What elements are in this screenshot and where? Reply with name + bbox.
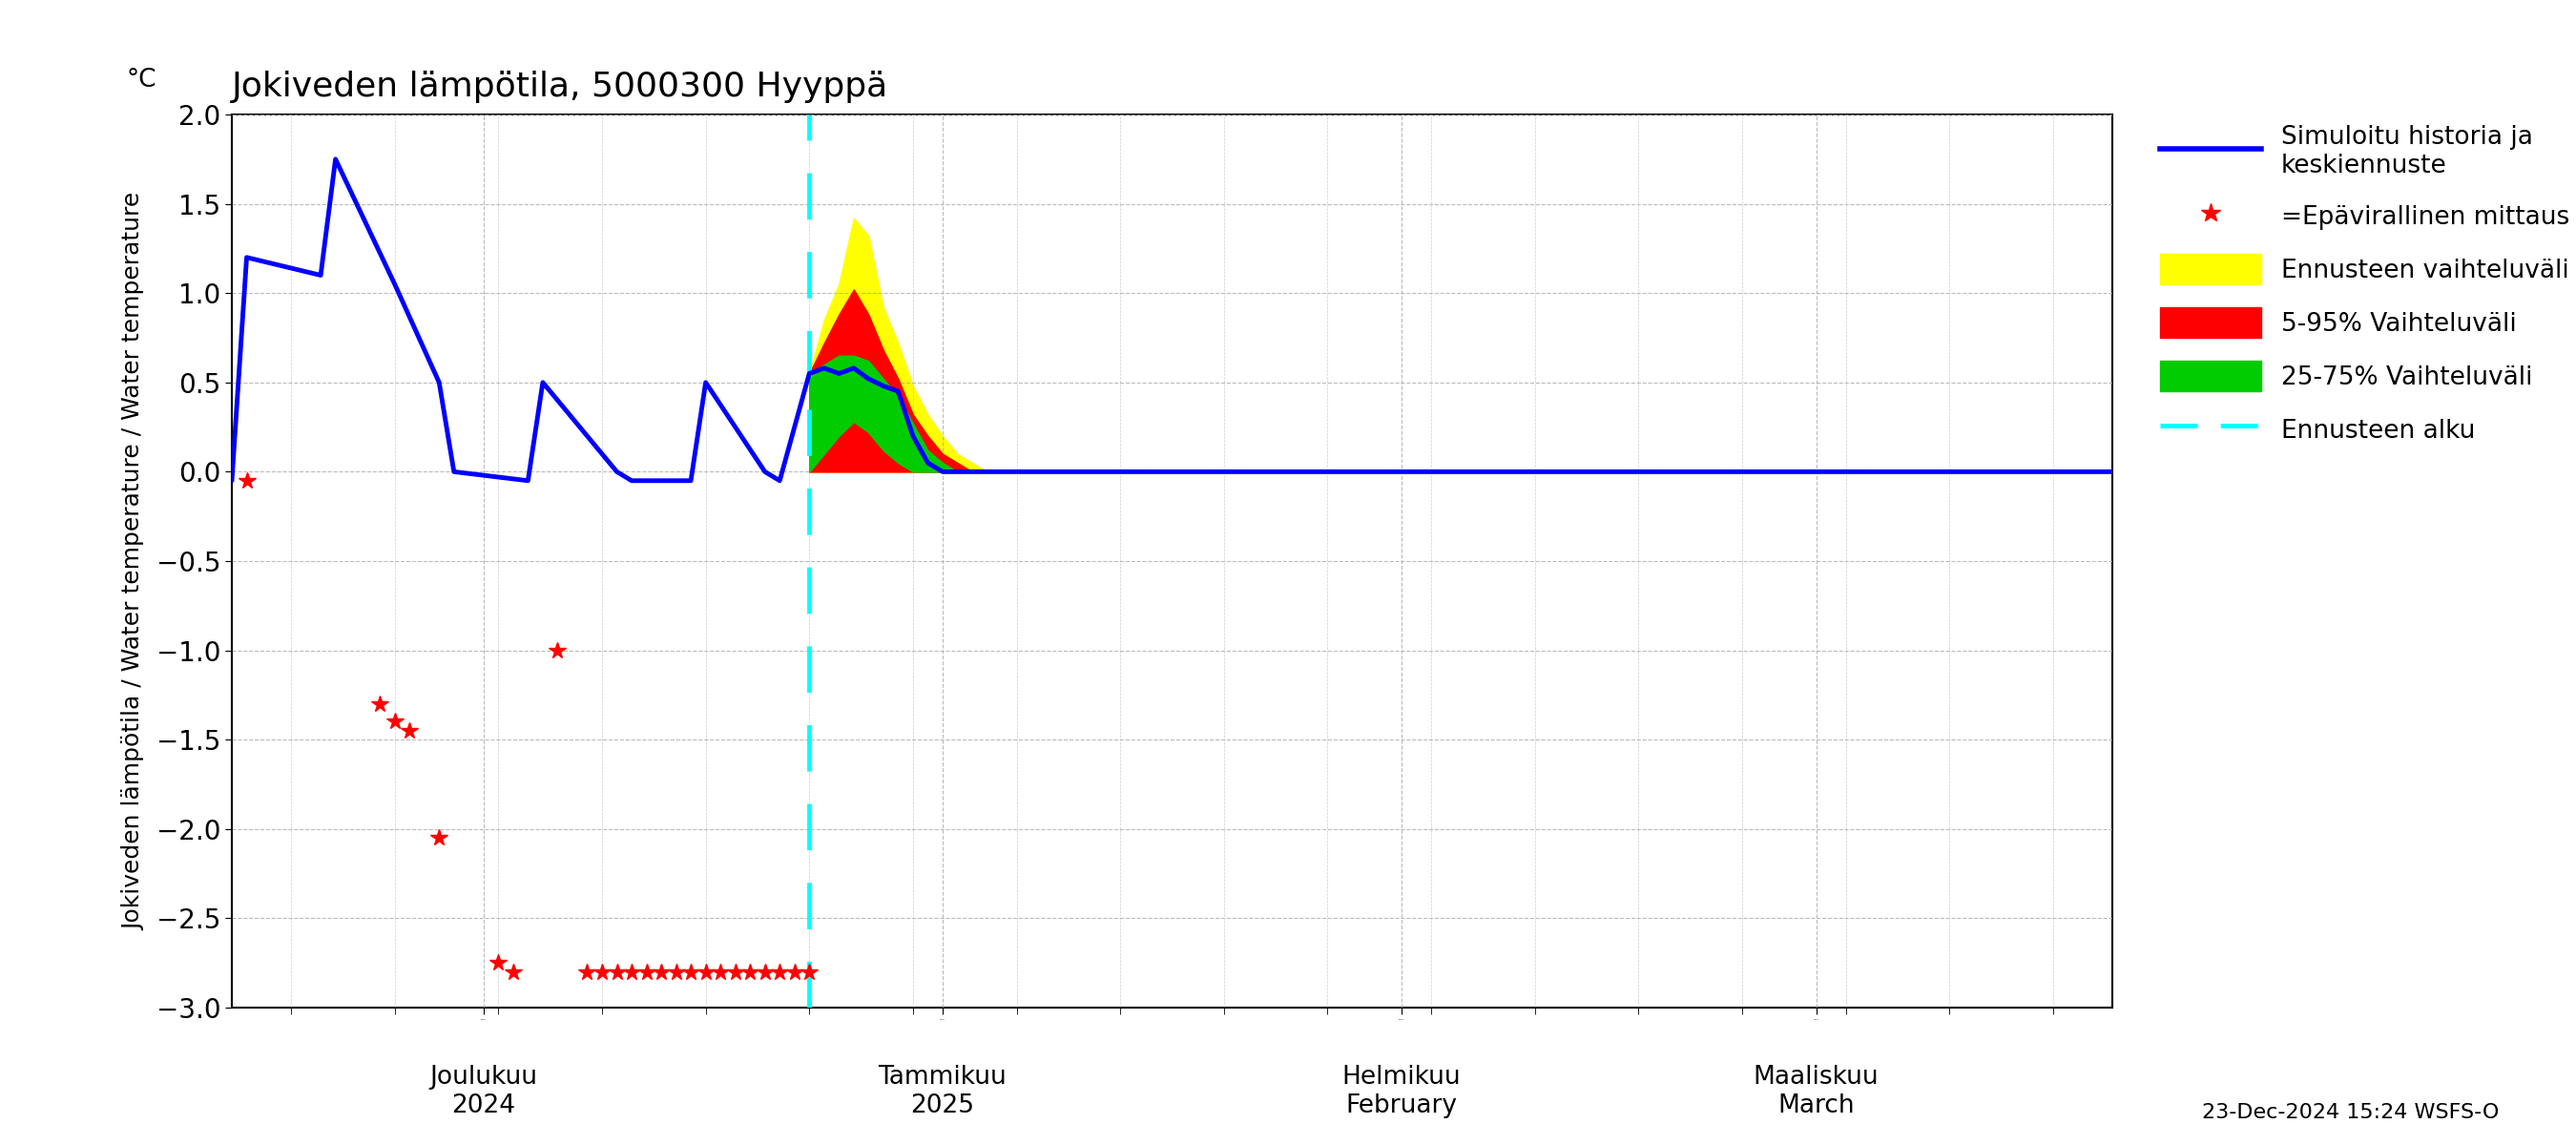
Text: Helmikuu
February: Helmikuu February xyxy=(1342,1065,1461,1119)
Text: Joulukuu
2024: Joulukuu 2024 xyxy=(430,1065,538,1119)
Y-axis label: Jokiveden lämpötila / Water temperature / Water temperature: Jokiveden lämpötila / Water temperature … xyxy=(124,192,144,930)
Text: Maaliskuu
March: Maaliskuu March xyxy=(1754,1065,1878,1119)
Text: 23-Dec-2024 15:24 WSFS-O: 23-Dec-2024 15:24 WSFS-O xyxy=(2202,1103,2499,1122)
Text: °C: °C xyxy=(126,68,157,93)
Text: Jokiveden lämpötila, 5000300 Hyyppä: Jokiveden lämpötila, 5000300 Hyyppä xyxy=(232,70,889,103)
Legend: Simuloitu historia ja
keskiennuste, =Epävirallinen mittaus, Ennusteen vaihteluvä: Simuloitu historia ja keskiennuste, =Epä… xyxy=(2151,114,2576,455)
Text: Tammikuu
2025: Tammikuu 2025 xyxy=(878,1065,1007,1119)
